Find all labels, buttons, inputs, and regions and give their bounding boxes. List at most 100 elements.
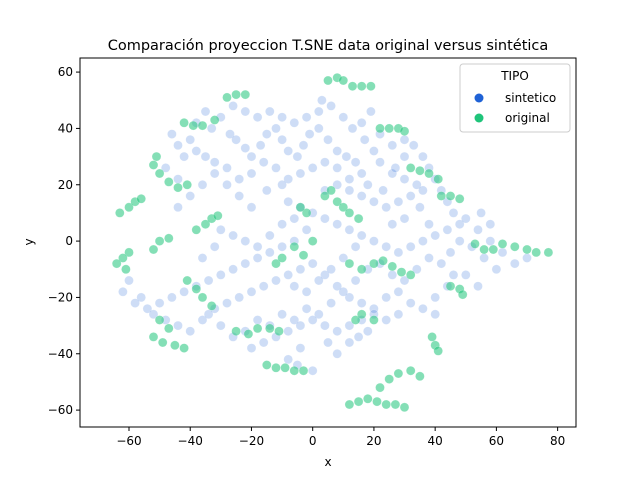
point-original xyxy=(405,270,416,280)
point-sintetico xyxy=(197,315,208,325)
point-original xyxy=(356,309,367,320)
point-sintetico xyxy=(473,281,483,291)
point-sintetico xyxy=(356,118,367,128)
point-original xyxy=(384,123,394,134)
point-original xyxy=(390,399,401,410)
point-sintetico xyxy=(234,191,244,201)
point-sintetico xyxy=(323,134,333,145)
point-sintetico xyxy=(332,219,342,229)
point-sintetico xyxy=(415,202,425,213)
point-sintetico xyxy=(197,180,208,190)
point-sintetico xyxy=(510,258,520,269)
legend-marker-original xyxy=(474,113,484,123)
point-sintetico xyxy=(424,219,434,229)
point-sintetico xyxy=(418,236,428,246)
point-original xyxy=(375,123,385,134)
point-sintetico xyxy=(167,292,177,303)
point-sintetico xyxy=(418,185,428,196)
point-sintetico xyxy=(258,157,269,167)
x-tick-label: 20 xyxy=(366,434,381,448)
point-sintetico xyxy=(408,140,419,151)
point-sintetico xyxy=(301,303,312,314)
point-original xyxy=(396,267,407,277)
point-original xyxy=(415,371,425,382)
point-sintetico xyxy=(363,326,373,336)
point-sintetico xyxy=(295,264,306,275)
point-sintetico xyxy=(418,151,428,162)
point-sintetico xyxy=(350,241,361,252)
point-sintetico xyxy=(393,247,404,258)
point-sintetico xyxy=(338,253,349,263)
point-original xyxy=(151,151,162,162)
point-original xyxy=(170,340,180,351)
point-original xyxy=(344,208,355,218)
y-tick-label: −40 xyxy=(48,347,73,361)
point-sintetico xyxy=(522,253,532,263)
point-sintetico xyxy=(130,298,140,308)
point-sintetico xyxy=(344,320,355,331)
point-sintetico xyxy=(234,174,244,184)
point-original xyxy=(384,374,394,384)
point-sintetico xyxy=(216,225,226,235)
point-original xyxy=(445,281,456,291)
point-original xyxy=(457,289,468,300)
point-sintetico xyxy=(258,281,269,291)
point-sintetico xyxy=(454,219,465,229)
point-original xyxy=(173,182,183,193)
point-sintetico xyxy=(356,298,367,308)
point-sintetico xyxy=(314,309,324,320)
point-original xyxy=(375,382,385,393)
point-original xyxy=(154,236,165,246)
point-original xyxy=(488,244,499,255)
point-original xyxy=(522,244,532,255)
point-original xyxy=(240,89,251,100)
point-sintetico xyxy=(283,326,293,336)
point-sintetico xyxy=(430,292,440,303)
plot-frame xyxy=(79,57,577,428)
point-original xyxy=(182,180,192,190)
point-sintetico xyxy=(418,303,428,314)
point-original xyxy=(206,301,217,311)
point-sintetico xyxy=(412,264,422,275)
point-sintetico xyxy=(240,236,251,246)
point-sintetico xyxy=(363,180,373,190)
point-sintetico xyxy=(283,354,293,365)
point-original xyxy=(298,250,309,260)
point-sintetico xyxy=(283,174,293,184)
point-sintetico xyxy=(234,292,244,303)
point-sintetico xyxy=(295,343,306,353)
point-original xyxy=(445,191,456,201)
point-original xyxy=(369,258,379,269)
point-sintetico xyxy=(271,123,281,134)
point-sintetico xyxy=(124,275,134,286)
point-original xyxy=(164,177,174,187)
point-sintetico xyxy=(295,320,306,331)
point-sintetico xyxy=(118,287,128,297)
point-original xyxy=(415,165,425,176)
point-sintetico xyxy=(222,298,232,308)
point-sintetico xyxy=(252,315,263,325)
legend-label-original: original xyxy=(505,111,550,125)
point-sintetico xyxy=(399,275,410,286)
point-original xyxy=(243,329,254,339)
x-axis: −60 −40 −20 0 20 40 60 80 xyxy=(116,427,565,448)
y-tick-label: 0 xyxy=(65,234,73,248)
point-original xyxy=(479,244,489,255)
point-sintetico xyxy=(320,157,330,167)
point-sintetico xyxy=(473,225,483,235)
point-original xyxy=(271,258,281,269)
point-original xyxy=(363,394,373,404)
point-sintetico xyxy=(265,106,275,117)
point-sintetico xyxy=(405,241,416,252)
point-original xyxy=(378,256,388,266)
point-original xyxy=(433,346,443,356)
point-sintetico xyxy=(197,253,208,263)
point-sintetico xyxy=(209,157,220,167)
point-sintetico xyxy=(344,174,355,184)
point-sintetico xyxy=(448,270,459,280)
point-sintetico xyxy=(381,202,391,213)
point-original xyxy=(124,247,134,258)
point-original xyxy=(356,81,367,91)
point-sintetico xyxy=(314,106,324,117)
point-sintetico xyxy=(277,112,287,122)
